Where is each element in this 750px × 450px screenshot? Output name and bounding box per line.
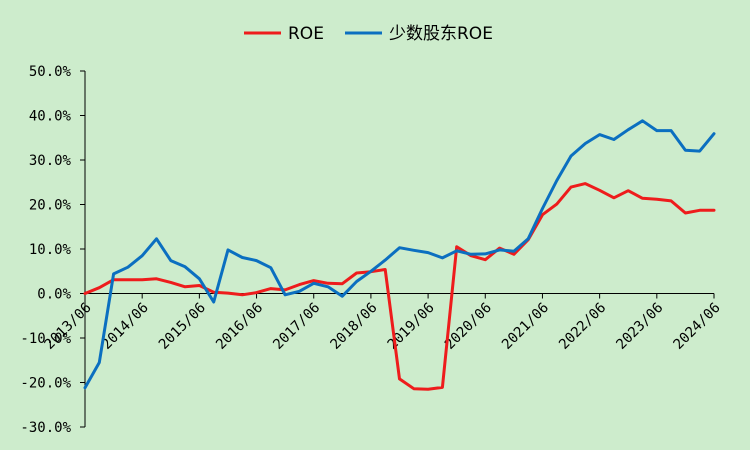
x-tick-label: 2021/06 xyxy=(499,300,552,353)
y-tick-label: -20.0% xyxy=(20,376,71,392)
y-tick-label: -10.0% xyxy=(20,331,71,347)
x-tick-label: 2024/06 xyxy=(671,300,724,353)
y-tick-label: 40.0% xyxy=(29,109,72,125)
x-tick-label: 2017/06 xyxy=(270,300,323,353)
axes: 50.0% 40.0% 30.0% 20.0% 10.0% 0.0% -10.0% -20.0… xyxy=(20,64,723,436)
legend-label-roe: ROE xyxy=(288,24,324,44)
legend: ROE 少数股东ROE xyxy=(244,24,493,44)
series-line-roe xyxy=(83,182,716,391)
x-tick-label: 2018/06 xyxy=(327,300,380,353)
x-tick-label: 2023/06 xyxy=(613,300,666,353)
y-tick-label: -30.0% xyxy=(20,420,71,436)
series-line-minority-roe xyxy=(83,119,716,390)
x-tick-label: 2016/06 xyxy=(213,300,266,353)
x-tick-label: 2022/06 xyxy=(556,300,609,353)
series-layer xyxy=(83,119,716,391)
legend-label-minority-roe: 少数股东ROE xyxy=(389,24,493,44)
x-tick-label: 2015/06 xyxy=(156,300,209,353)
y-tick-label: 10.0% xyxy=(29,242,72,258)
y-tick-label: 50.0% xyxy=(29,64,72,80)
y-tick-label: 30.0% xyxy=(29,153,72,169)
y-tick-label: 0.0% xyxy=(37,287,71,303)
y-tick-label: 20.0% xyxy=(29,198,72,214)
